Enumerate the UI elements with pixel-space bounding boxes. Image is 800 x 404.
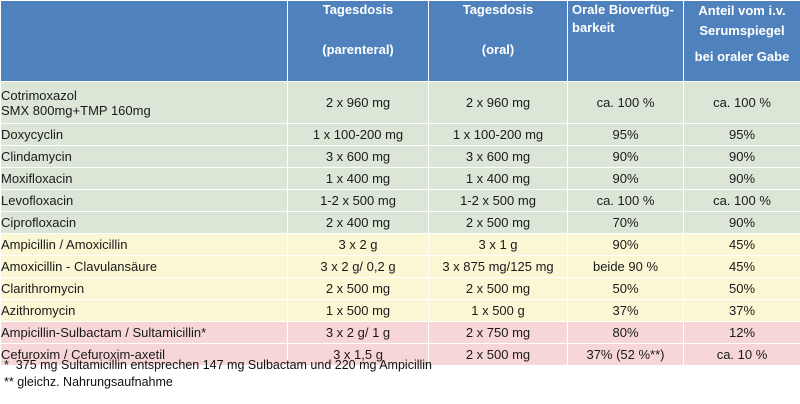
oral-dose-cell: 1-2 x 500 mg <box>428 189 568 212</box>
header-parenteral-line2: (parenteral) <box>322 42 394 57</box>
oral-dose-cell: 2 x 500 mg <box>428 277 568 300</box>
parenteral-dose-cell: 3 x 2 g/ 0,2 g <box>287 255 429 278</box>
drug-name-cell: Ampicillin / Amoxicillin <box>0 233 288 256</box>
footnote-food-intake: ** gleichz. Nahrungsaufnahme <box>4 375 173 389</box>
parenteral-dose-cell: 2 x 960 mg <box>287 81 429 124</box>
header-bioavailability: Orale Bioverfüg- barkeit <box>567 0 684 82</box>
bioavailability-cell: 80% <box>567 321 684 344</box>
bioavailability-cell: 90% <box>567 145 684 168</box>
bioavailability-cell: 70% <box>567 211 684 234</box>
parenteral-dose-cell: 1-2 x 500 mg <box>287 189 429 212</box>
oral-dose-cell: 1 x 400 mg <box>428 167 568 190</box>
oral-dose-cell: 3 x 1 g <box>428 233 568 256</box>
table-row-ampicillin-amoxicillin: Ampicillin / Amoxicillin 3 x 2 g 3 x 1 g… <box>0 233 800 256</box>
oral-dose-cell: 2 x 750 mg <box>428 321 568 344</box>
antibiotic-dosage-table: Tagesdosis (parenteral) Tagesdosis (oral… <box>0 0 800 366</box>
oral-dose-cell: 2 x 500 mg <box>428 343 568 366</box>
serum-level-cell: 12% <box>683 321 800 344</box>
table-row-clindamycin: Clindamycin 3 x 600 mg 3 x 600 mg 90% 90… <box>0 145 800 168</box>
bioavailability-cell: 50% <box>567 277 684 300</box>
parenteral-dose-cell: 1 x 500 mg <box>287 299 429 322</box>
oral-dose-cell: 1 x 100-200 mg <box>428 123 568 146</box>
header-serum-line3: bei oraler Gabe <box>694 49 790 64</box>
oral-dose-cell: 3 x 600 mg <box>428 145 568 168</box>
drug-name-detail: SMX 800mg+TMP 160mg <box>1 102 151 118</box>
header-bioavailability-line2: barkeit <box>572 20 615 35</box>
header-serum-line2: Serumspiegel <box>699 23 785 38</box>
parenteral-dose-cell: 3 x 600 mg <box>287 145 429 168</box>
parenteral-dose-cell: 3 x 2 g/ 1 g <box>287 321 429 344</box>
oral-dose-cell: 3 x 875 mg/125 mg <box>428 255 568 278</box>
drug-name-cell: Amoxicillin - Clavulansäure <box>0 255 288 278</box>
bioavailability-cell: ca. 100 % <box>567 189 684 212</box>
parenteral-dose-cell: 3 x 2 g <box>287 233 429 256</box>
serum-level-cell: 45% <box>683 233 800 256</box>
bioavailability-cell: 95% <box>567 123 684 146</box>
header-drug-column <box>0 0 288 82</box>
serum-level-cell: 95% <box>683 123 800 146</box>
header-oral-dose: Tagesdosis (oral) <box>428 0 568 82</box>
table-row-doxycyclin: Doxycyclin 1 x 100-200 mg 1 x 100-200 mg… <box>0 123 800 146</box>
table-header-row: Tagesdosis (parenteral) Tagesdosis (oral… <box>0 0 800 82</box>
bioavailability-cell: ca. 100 % <box>567 81 684 124</box>
serum-level-cell: 50% <box>683 277 800 300</box>
table-row-amoxicillin-clavulansaeure: Amoxicillin - Clavulansäure 3 x 2 g/ 0,2… <box>0 255 800 278</box>
table-row-ampicillin-sulbactam: Ampicillin-Sulbactam / Sultamicillin* 3 … <box>0 321 800 344</box>
bioavailability-cell: 90% <box>567 233 684 256</box>
drug-name-cell: Moxifloxacin <box>0 167 288 190</box>
parenteral-dose-cell: 2 x 400 mg <box>287 211 429 234</box>
parenteral-dose-cell: 2 x 500 mg <box>287 277 429 300</box>
drug-name-cell: Ciprofloxacin <box>0 211 288 234</box>
header-serum-level: Anteil vom i.v. Serumspiegel bei oraler … <box>683 0 800 82</box>
drug-name-cell: Cefuroxim / Cefuroxim-axetil <box>0 343 288 366</box>
bioavailability-cell: 37% (52 %**) <box>567 343 684 366</box>
drug-name-cell: Levofloxacin <box>0 189 288 212</box>
header-bioavailability-line1: Orale Bioverfüg- <box>572 2 674 17</box>
bioavailability-cell: 90% <box>567 167 684 190</box>
serum-level-cell: ca. 100 % <box>683 81 800 124</box>
serum-level-cell: 37% <box>683 299 800 322</box>
header-oral-line1: Tagesdosis <box>462 2 534 17</box>
table-row-clarithromycin: Clarithromycin 2 x 500 mg 2 x 500 mg 50%… <box>0 277 800 300</box>
oral-dose-cell: 1 x 500 g <box>428 299 568 322</box>
drug-name-cell: Cotrimoxazol SMX 800mg+TMP 160mg <box>0 81 288 124</box>
footnotes: * 375 mg Sultamicillin entsprechen 147 m… <box>4 357 432 391</box>
bioavailability-cell: 37% <box>567 299 684 322</box>
parenteral-dose-cell: 1 x 100-200 mg <box>287 123 429 146</box>
header-oral-line2: (oral) <box>481 42 515 57</box>
table-row-cefuroxim: Cefuroxim / Cefuroxim-axetil 3 x 1,5 g 2… <box>0 343 800 366</box>
drug-name-cell: Ampicillin-Sulbactam / Sultamicillin* <box>0 321 288 344</box>
table-row-moxifloxacin: Moxifloxacin 1 x 400 mg 1 x 400 mg 90% 9… <box>0 167 800 190</box>
header-parenteral-line1: Tagesdosis <box>322 2 394 17</box>
serum-level-cell: ca. 10 % <box>683 343 800 366</box>
serum-level-cell: 90% <box>683 211 800 234</box>
table-row-azithromycin: Azithromycin 1 x 500 mg 1 x 500 g 37% 37… <box>0 299 800 322</box>
drug-name: Cotrimoxazol <box>1 87 77 103</box>
parenteral-dose-cell: 1 x 400 mg <box>287 167 429 190</box>
table-row-cotrimoxazol: Cotrimoxazol SMX 800mg+TMP 160mg 2 x 960… <box>0 81 800 124</box>
oral-dose-cell: 2 x 960 mg <box>428 81 568 124</box>
parenteral-dose-cell: 3 x 1,5 g <box>287 343 429 366</box>
footnote-sultamicillin: * 375 mg Sultamicillin entsprechen 147 m… <box>4 358 433 372</box>
bioavailability-cell: beide 90 % <box>567 255 684 278</box>
oral-dose-cell: 2 x 500 mg <box>428 211 568 234</box>
serum-level-cell: 90% <box>683 167 800 190</box>
drug-name-cell: Azithromycin <box>0 299 288 322</box>
table-row-ciprofloxacin: Ciprofloxacin 2 x 400 mg 2 x 500 mg 70% … <box>0 211 800 234</box>
drug-name-cell: Doxycyclin <box>0 123 288 146</box>
header-parenteral-dose: Tagesdosis (parenteral) <box>287 0 429 82</box>
serum-level-cell: 90% <box>683 145 800 168</box>
drug-name-cell: Clindamycin <box>0 145 288 168</box>
serum-level-cell: 45% <box>683 255 800 278</box>
header-serum-line1: Anteil vom i.v. <box>698 3 786 18</box>
drug-name-cell: Clarithromycin <box>0 277 288 300</box>
table-row-levofloxacin: Levofloxacin 1-2 x 500 mg 1-2 x 500 mg c… <box>0 189 800 212</box>
serum-level-cell: ca. 100 % <box>683 189 800 212</box>
